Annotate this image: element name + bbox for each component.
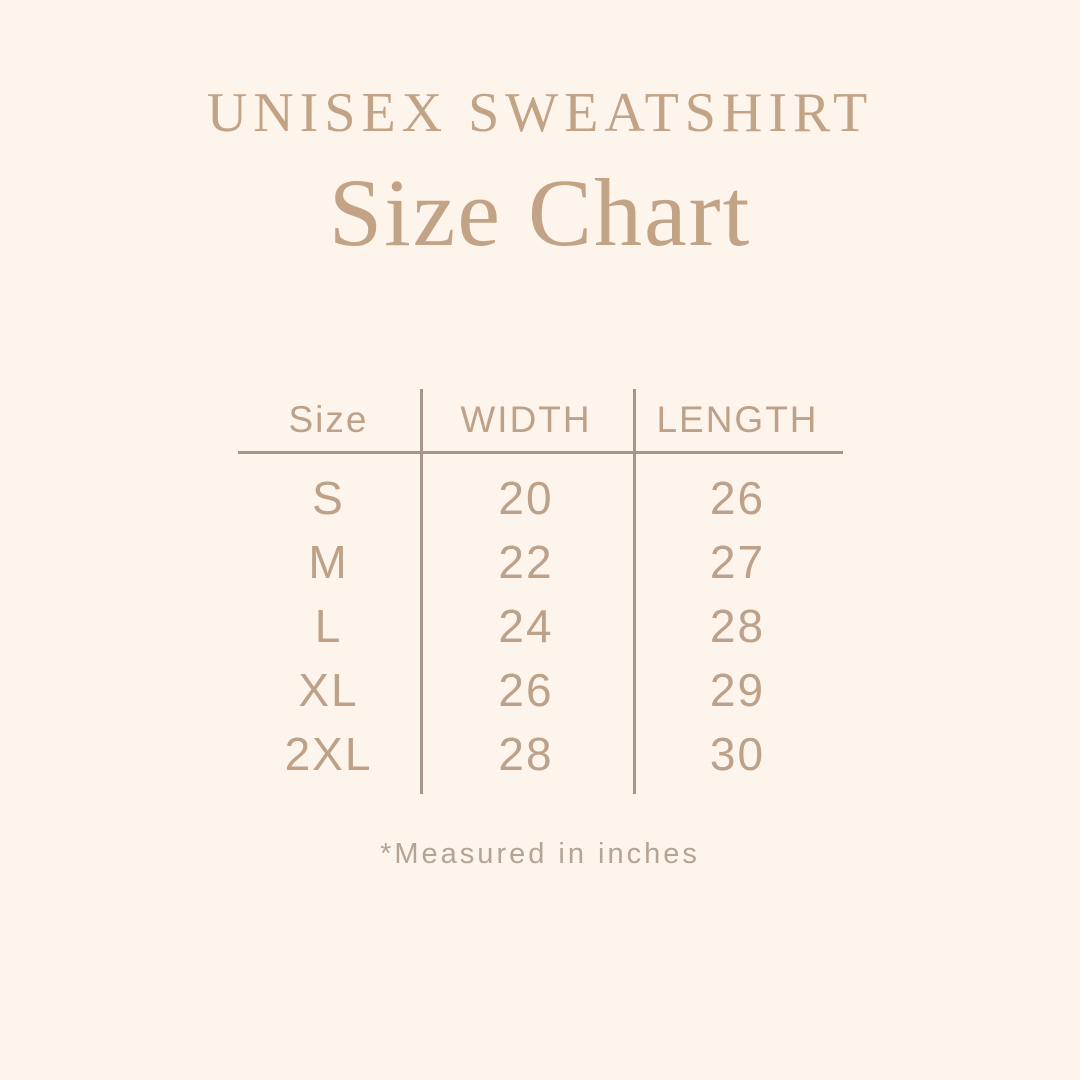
width-value: 26	[498, 664, 554, 716]
column-header-length: LENGTH	[656, 399, 819, 440]
width-value: 24	[498, 600, 554, 652]
size-label: M	[308, 536, 349, 588]
size-label: S	[312, 472, 345, 524]
column-divider-2	[632, 389, 636, 794]
length-value: 28	[709, 600, 766, 652]
header-divider	[237, 451, 843, 454]
length-value: 26	[709, 472, 766, 524]
page-title: UNISEX SWEATSHIRT	[206, 82, 874, 144]
measurement-note: *Measured in inches	[380, 838, 700, 870]
page-subtitle: Size Chart	[328, 159, 752, 266]
width-value: 22	[498, 536, 554, 588]
size-table: Size WIDTH LENGTH S 20 26 M 22 27 L 24 2…	[237, 389, 843, 794]
length-value: 30	[709, 728, 766, 780]
table-row-2xl: 2XL 28 30	[238, 722, 843, 786]
column-header-width: WIDTH	[460, 399, 592, 440]
table-row-s: S 20 26	[238, 466, 843, 530]
width-value: 28	[498, 728, 554, 780]
table-row-xl: XL 26 29	[238, 658, 843, 722]
length-value: 27	[709, 536, 766, 588]
length-value: 29	[709, 664, 766, 716]
column-header-size: Size	[288, 399, 369, 440]
table-row-m: M 22 27	[238, 530, 843, 594]
column-divider-1	[419, 389, 423, 794]
size-label: L	[314, 600, 343, 652]
table-row-l: L 24 28	[238, 594, 843, 658]
table-header-row: Size WIDTH LENGTH	[238, 389, 843, 451]
width-value: 20	[498, 472, 554, 524]
size-label: XL	[298, 664, 359, 716]
size-label: 2XL	[284, 728, 373, 780]
